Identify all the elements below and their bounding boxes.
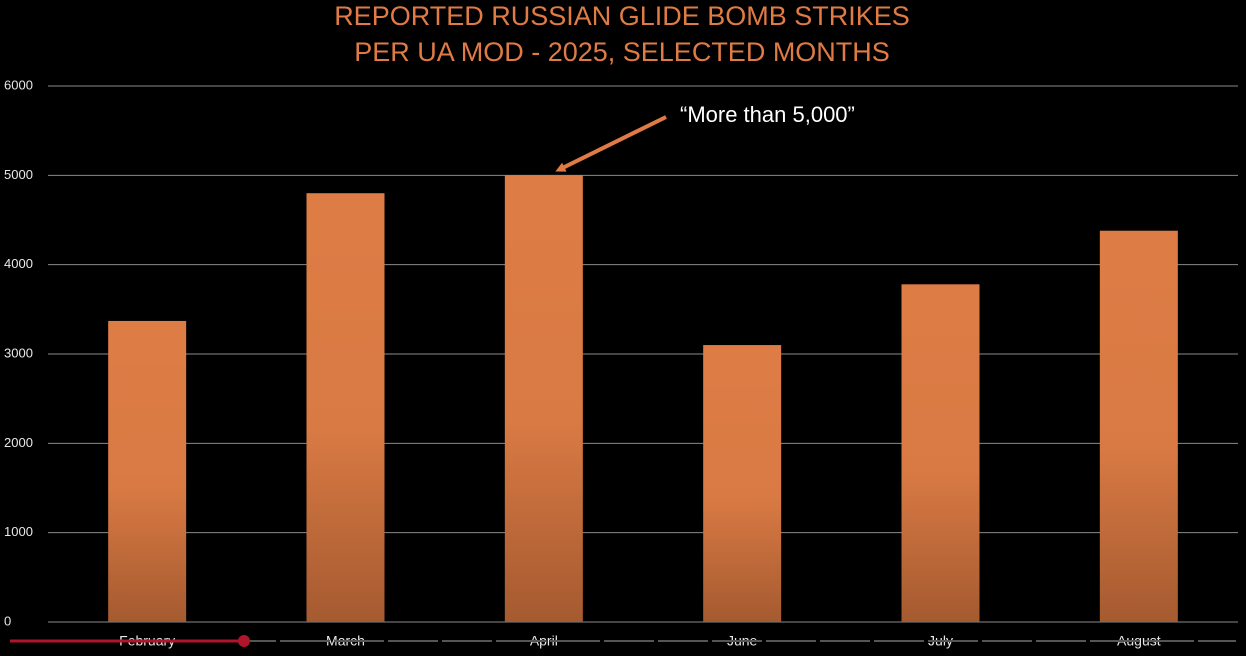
bar [306, 193, 385, 622]
y-tick-label: 5000 [4, 167, 33, 182]
bar [703, 345, 782, 622]
y-tick-label: 2000 [4, 435, 33, 450]
y-tick-label: 3000 [4, 345, 33, 360]
y-tick-label: 4000 [4, 256, 33, 271]
chart-title: REPORTED RUSSIAN GLIDE BOMB STRIKES [334, 1, 910, 31]
y-tick-label: 1000 [4, 524, 33, 539]
annotation: “More than 5,000” [680, 102, 855, 127]
chart-title: PER UA MOD - 2025, SELECTED MONTHS [354, 37, 890, 67]
bar [504, 175, 583, 623]
progress-handle[interactable] [238, 635, 250, 647]
annotation-arrow [555, 115, 667, 172]
video-progress[interactable] [10, 635, 1236, 647]
bar [1099, 230, 1178, 622]
y-tick-label: 6000 [4, 77, 33, 92]
bar [108, 320, 187, 622]
y-tick-label: 0 [4, 613, 11, 628]
bar [901, 284, 980, 622]
